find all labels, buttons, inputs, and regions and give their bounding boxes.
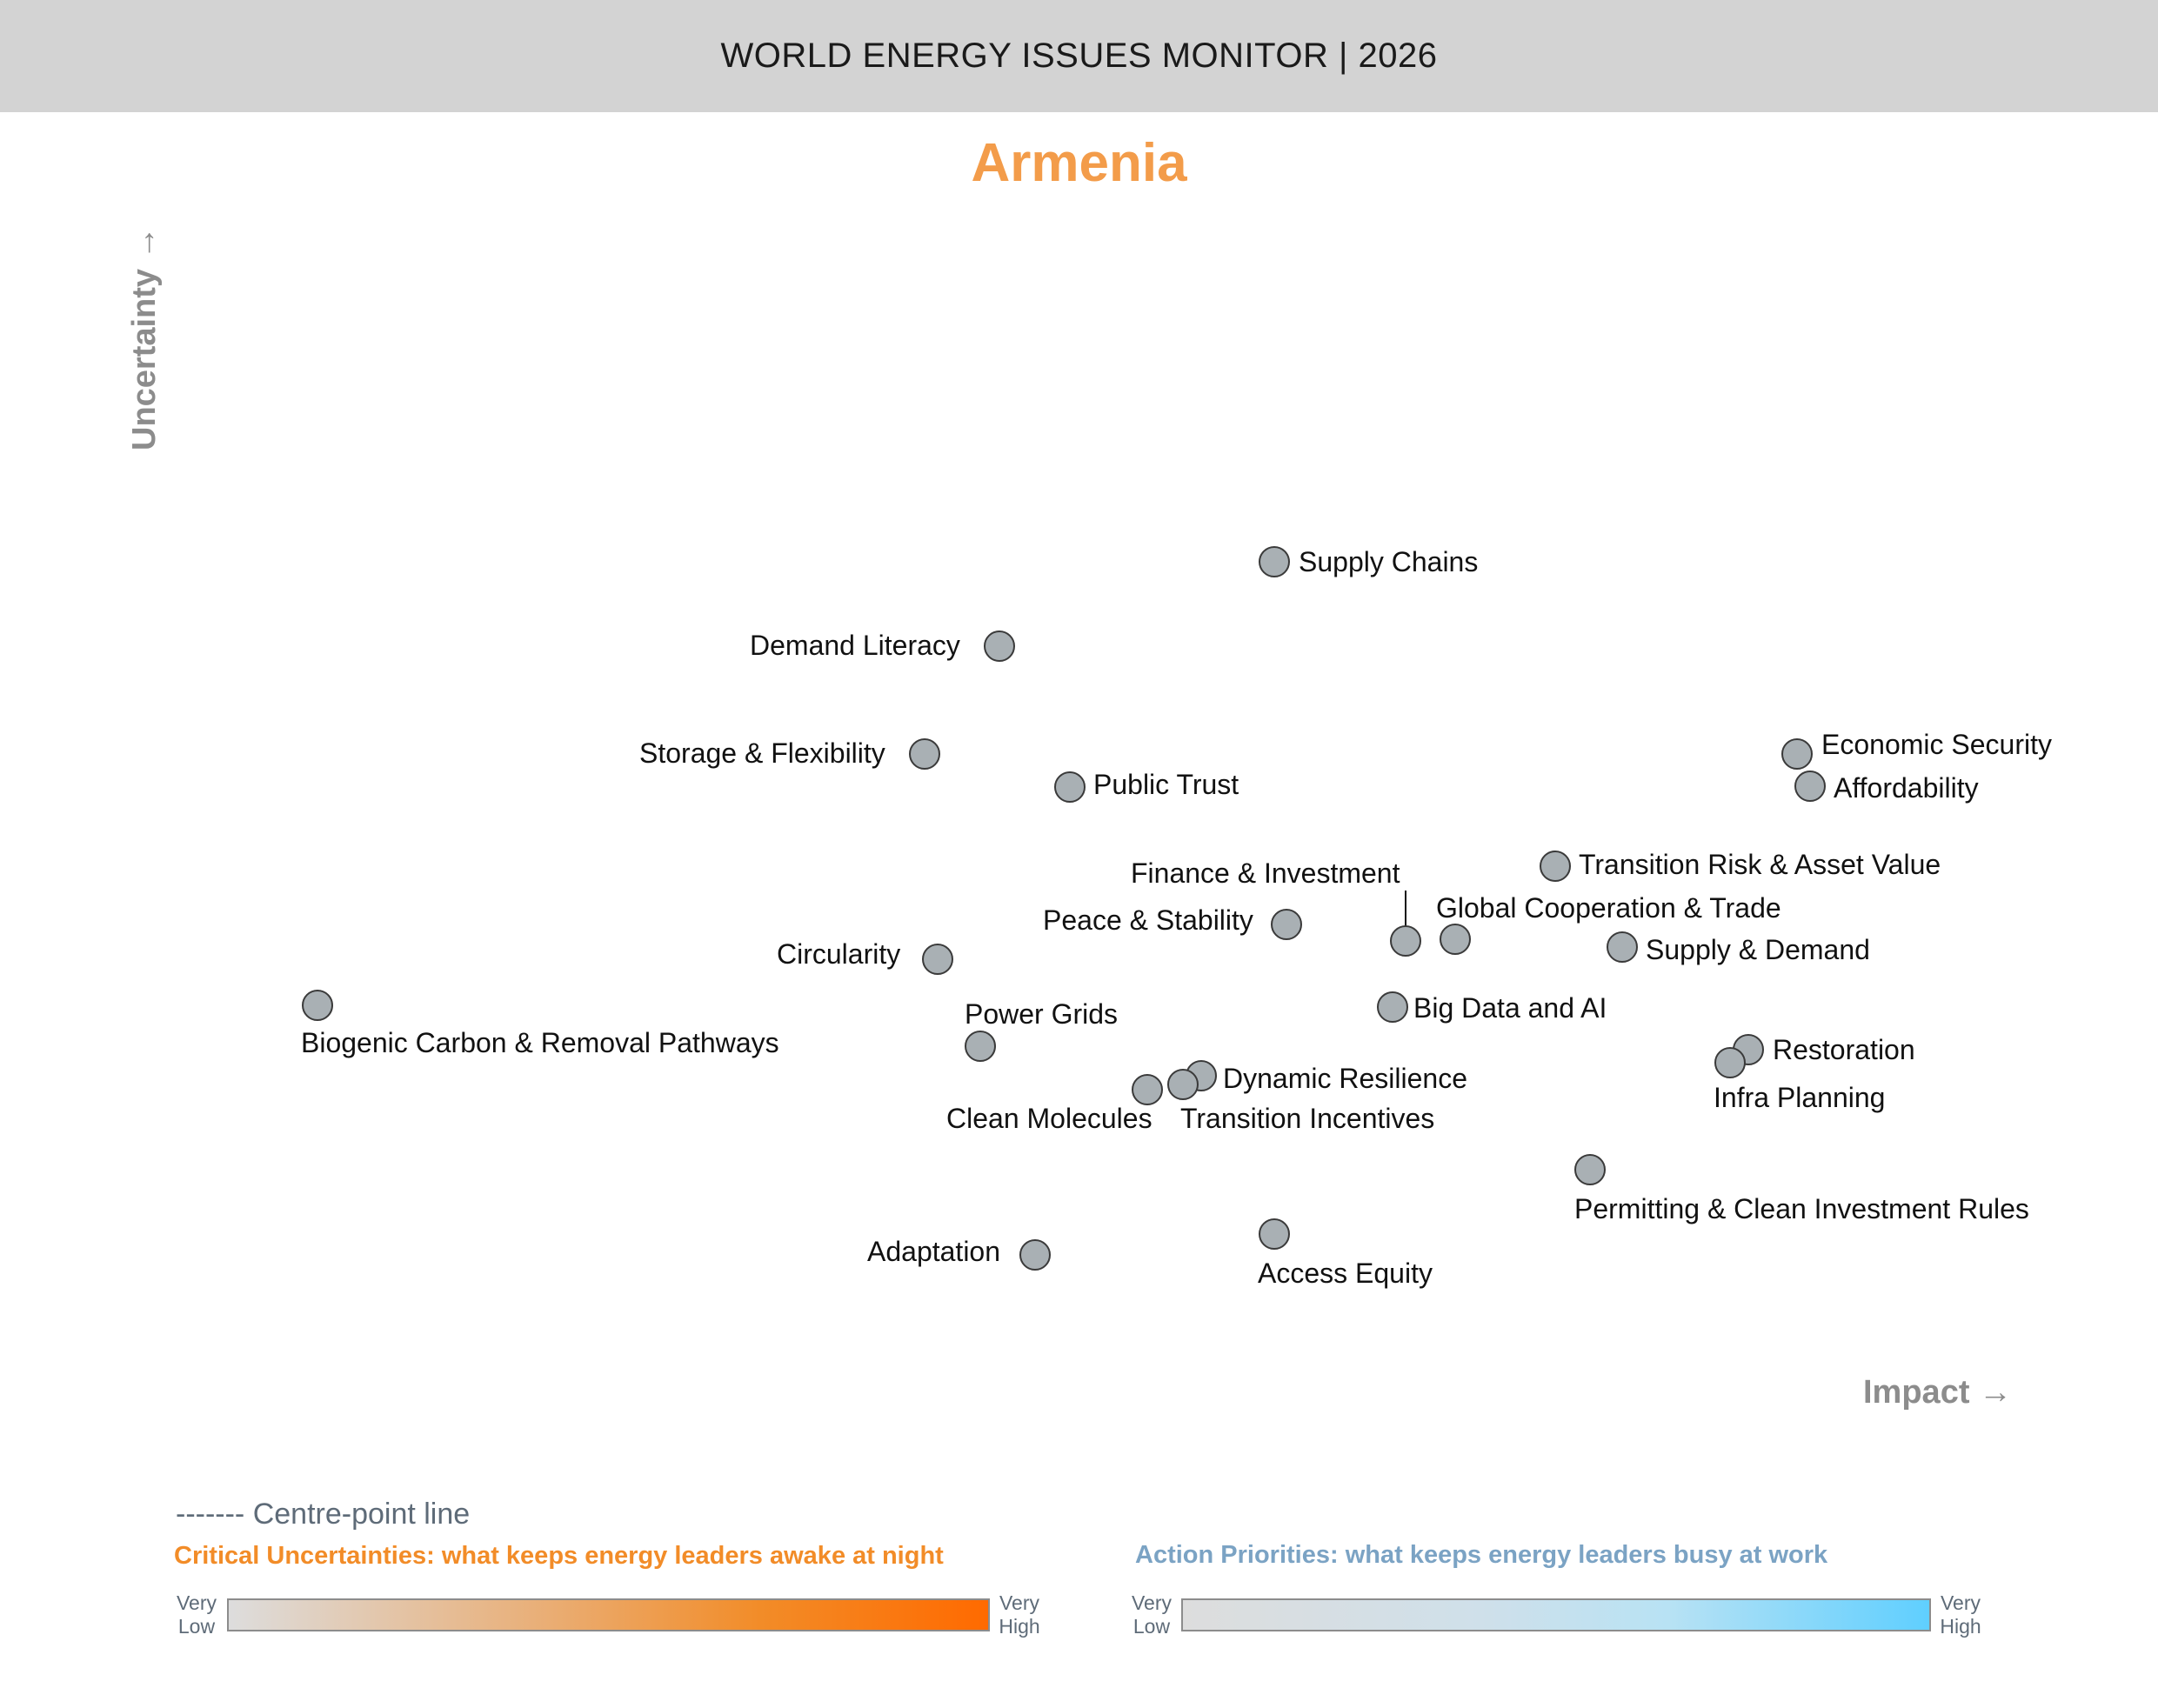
label-clean-molecules: Clean Molecules — [946, 1103, 1152, 1134]
label-affordability: Affordability — [1834, 772, 1979, 804]
centre-point-legend: ------- Centre-point line — [176, 1498, 471, 1531]
priorities-legend-title: Action Priorities: what keeps energy lea… — [1135, 1541, 1828, 1569]
point-affordability[interactable] — [1794, 771, 1826, 802]
point-supply-demand[interactable] — [1607, 931, 1638, 963]
report-title: WORLD ENERGY ISSUES MONITOR | 2026 — [720, 37, 1438, 75]
label-transition-incentives: Transition Incentives — [1180, 1103, 1435, 1134]
label-big-data-ai: Big Data and AI — [1413, 992, 1607, 1024]
point-transition-risk[interactable] — [1540, 851, 1571, 882]
point-peace-stability[interactable] — [1271, 909, 1302, 940]
point-storage-flexibility[interactable] — [909, 738, 940, 770]
label-global-cooperation: Global Cooperation & Trade — [1436, 892, 1781, 924]
point-power-grids[interactable] — [965, 1031, 996, 1062]
point-infra-planning[interactable] — [1714, 1047, 1746, 1078]
priorities-high-label: Very High — [1940, 1591, 1981, 1638]
uncertainties-low-label: Very Low — [176, 1591, 217, 1638]
label-restoration: Restoration — [1773, 1034, 1915, 1065]
label-biogenic-carbon: Biogenic Carbon & Removal Pathways — [301, 1027, 779, 1058]
point-transition-incentives[interactable] — [1167, 1069, 1199, 1100]
point-adaptation[interactable] — [1019, 1239, 1051, 1271]
point-economic-security[interactable] — [1781, 738, 1813, 770]
label-circularity: Circularity — [777, 938, 901, 970]
label-permitting-rules: Permitting & Clean Investment Rules — [1574, 1193, 2029, 1224]
report-header: WORLD ENERGY ISSUES MONITOR | 2026 — [0, 0, 2158, 112]
priorities-color-scale — [1181, 1598, 1931, 1631]
uncertainties-high-label: Very High — [999, 1591, 1040, 1638]
point-finance-investment[interactable] — [1390, 925, 1421, 957]
label-public-trust: Public Trust — [1093, 769, 1239, 800]
priorities-low-label: Very Low — [1131, 1591, 1173, 1638]
point-biogenic-carbon[interactable] — [302, 990, 333, 1021]
point-demand-literacy[interactable] — [984, 630, 1015, 662]
uncertainties-color-scale — [227, 1598, 990, 1631]
point-big-data-ai[interactable] — [1377, 991, 1408, 1023]
label-adaptation: Adaptation — [867, 1236, 1001, 1267]
label-finance-investment: Finance & Investment — [1131, 857, 1400, 889]
x-axis-label: Impact → — [1863, 1374, 2013, 1411]
label-supply-demand: Supply & Demand — [1646, 934, 1870, 965]
label-economic-security: Economic Security — [1821, 729, 2052, 760]
country-title: Armenia — [971, 133, 1187, 193]
label-infra-planning: Infra Planning — [1714, 1082, 1886, 1113]
uncertainties-legend-title: Critical Uncertainties: what keeps energ… — [174, 1542, 944, 1570]
label-peace-stability: Peace & Stability — [1043, 904, 1253, 936]
label-supply-chains: Supply Chains — [1299, 546, 1479, 577]
finance-leader-line — [1405, 891, 1406, 941]
point-supply-chains[interactable] — [1259, 546, 1290, 577]
point-clean-molecules[interactable] — [1132, 1074, 1163, 1105]
label-access-equity: Access Equity — [1258, 1258, 1433, 1289]
point-public-trust[interactable] — [1054, 771, 1086, 803]
point-access-equity[interactable] — [1259, 1218, 1290, 1250]
label-dynamic-resilience: Dynamic Resilience — [1223, 1063, 1467, 1094]
point-permitting-rules[interactable] — [1574, 1154, 1606, 1185]
label-transition-risk: Transition Risk & Asset Value — [1579, 849, 1941, 880]
point-global-cooperation[interactable] — [1440, 924, 1471, 955]
label-storage-flexibility: Storage & Flexibility — [639, 737, 885, 769]
label-demand-literacy: Demand Literacy — [750, 630, 960, 661]
point-circularity[interactable] — [922, 944, 953, 975]
label-power-grids: Power Grids — [965, 998, 1119, 1030]
